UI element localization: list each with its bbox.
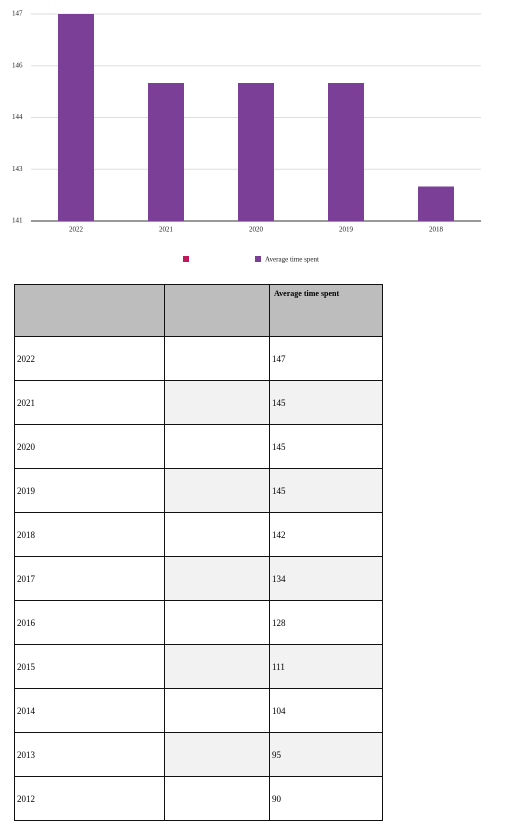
y-tick-label: 141 bbox=[12, 217, 23, 225]
table-cell: 104 bbox=[269, 688, 383, 733]
table-cell: 2016 bbox=[14, 600, 165, 645]
table-cell: 2015 bbox=[14, 644, 165, 689]
table-row: 2017 134 bbox=[14, 556, 383, 601]
table-cell: 2021 bbox=[14, 380, 165, 425]
table-row: 2021 145 bbox=[14, 380, 383, 425]
y-tick-label: 143 bbox=[12, 165, 23, 173]
table-cell bbox=[164, 424, 270, 469]
x-tick-label: 2022 bbox=[69, 226, 84, 234]
table-cell: 134 bbox=[269, 556, 383, 601]
table-cell: 128 bbox=[269, 600, 383, 645]
table-row: 2015 111 bbox=[14, 644, 383, 689]
header-row: Average time spent bbox=[14, 284, 383, 337]
table-cell: 2012 bbox=[14, 776, 165, 821]
table-cell bbox=[164, 512, 270, 557]
data-table: Average time spent 2022 147 2021 145 2020 145… bbox=[14, 284, 383, 821]
table-cell bbox=[164, 732, 270, 777]
table-cell bbox=[164, 380, 270, 425]
table-cell bbox=[164, 600, 270, 645]
table-cell: 90 bbox=[269, 776, 383, 821]
table-row: 2022 147 bbox=[14, 336, 383, 381]
table-row: 2012 90 bbox=[14, 776, 383, 821]
x-tick-label: 2018 bbox=[429, 226, 444, 234]
y-tick-label: 144 bbox=[12, 113, 23, 121]
table-cell: 145 bbox=[269, 468, 383, 513]
legend-swatch bbox=[183, 256, 189, 262]
table-cell: 145 bbox=[269, 380, 383, 425]
table-cell bbox=[164, 688, 270, 733]
table-cell bbox=[164, 776, 270, 821]
table-cell bbox=[164, 556, 270, 601]
bar bbox=[238, 83, 274, 221]
table-cell: 2014 bbox=[14, 688, 165, 733]
bar bbox=[328, 83, 364, 221]
table-cell: 111 bbox=[269, 644, 383, 689]
bar bbox=[148, 83, 184, 221]
table-cell: 95 bbox=[269, 732, 383, 777]
table-row: 2014 104 bbox=[14, 688, 383, 733]
table-cell: 2017 bbox=[14, 556, 165, 601]
table-row: 2020 145 bbox=[14, 424, 383, 469]
table-cell: 145 bbox=[269, 424, 383, 469]
table-cell: 2020 bbox=[14, 424, 165, 469]
table-cell bbox=[164, 468, 270, 513]
table-row: 2019 145 bbox=[14, 468, 383, 513]
bar bbox=[418, 186, 454, 221]
table-cell: 2018 bbox=[14, 512, 165, 557]
y-tick-label: 146 bbox=[12, 61, 23, 69]
table-row: 2016 128 bbox=[14, 600, 383, 645]
legend-swatch bbox=[255, 256, 261, 262]
table-row: 2018 142 bbox=[14, 512, 383, 557]
table-cell: 2013 bbox=[14, 732, 165, 777]
y-tick-label: 147 bbox=[12, 10, 23, 18]
legend-label: Average time spent bbox=[265, 256, 319, 264]
header-cell bbox=[14, 284, 165, 337]
table-cell bbox=[164, 644, 270, 689]
chart: 141 143 144 146 147 2022 2021 2020 2019 2018 Avera… bbox=[12, 10, 481, 264]
table-cell: 142 bbox=[269, 512, 383, 557]
table-cell: 147 bbox=[269, 336, 383, 381]
table-cell: 2022 bbox=[14, 336, 165, 381]
bar bbox=[58, 14, 94, 221]
x-tick-label: 2019 bbox=[339, 226, 354, 234]
table-cell: 2019 bbox=[14, 468, 165, 513]
x-tick-label: 2021 bbox=[159, 226, 174, 234]
table-row: 2013 95 bbox=[14, 732, 383, 777]
table-body: 2022 147 2021 145 2020 145 2019 145 2018 142 2017 1… bbox=[14, 336, 383, 821]
header-cell bbox=[164, 284, 270, 337]
header-cell: Average time spent bbox=[269, 284, 383, 337]
x-tick-label: 2020 bbox=[249, 226, 264, 234]
table-cell bbox=[164, 336, 270, 381]
